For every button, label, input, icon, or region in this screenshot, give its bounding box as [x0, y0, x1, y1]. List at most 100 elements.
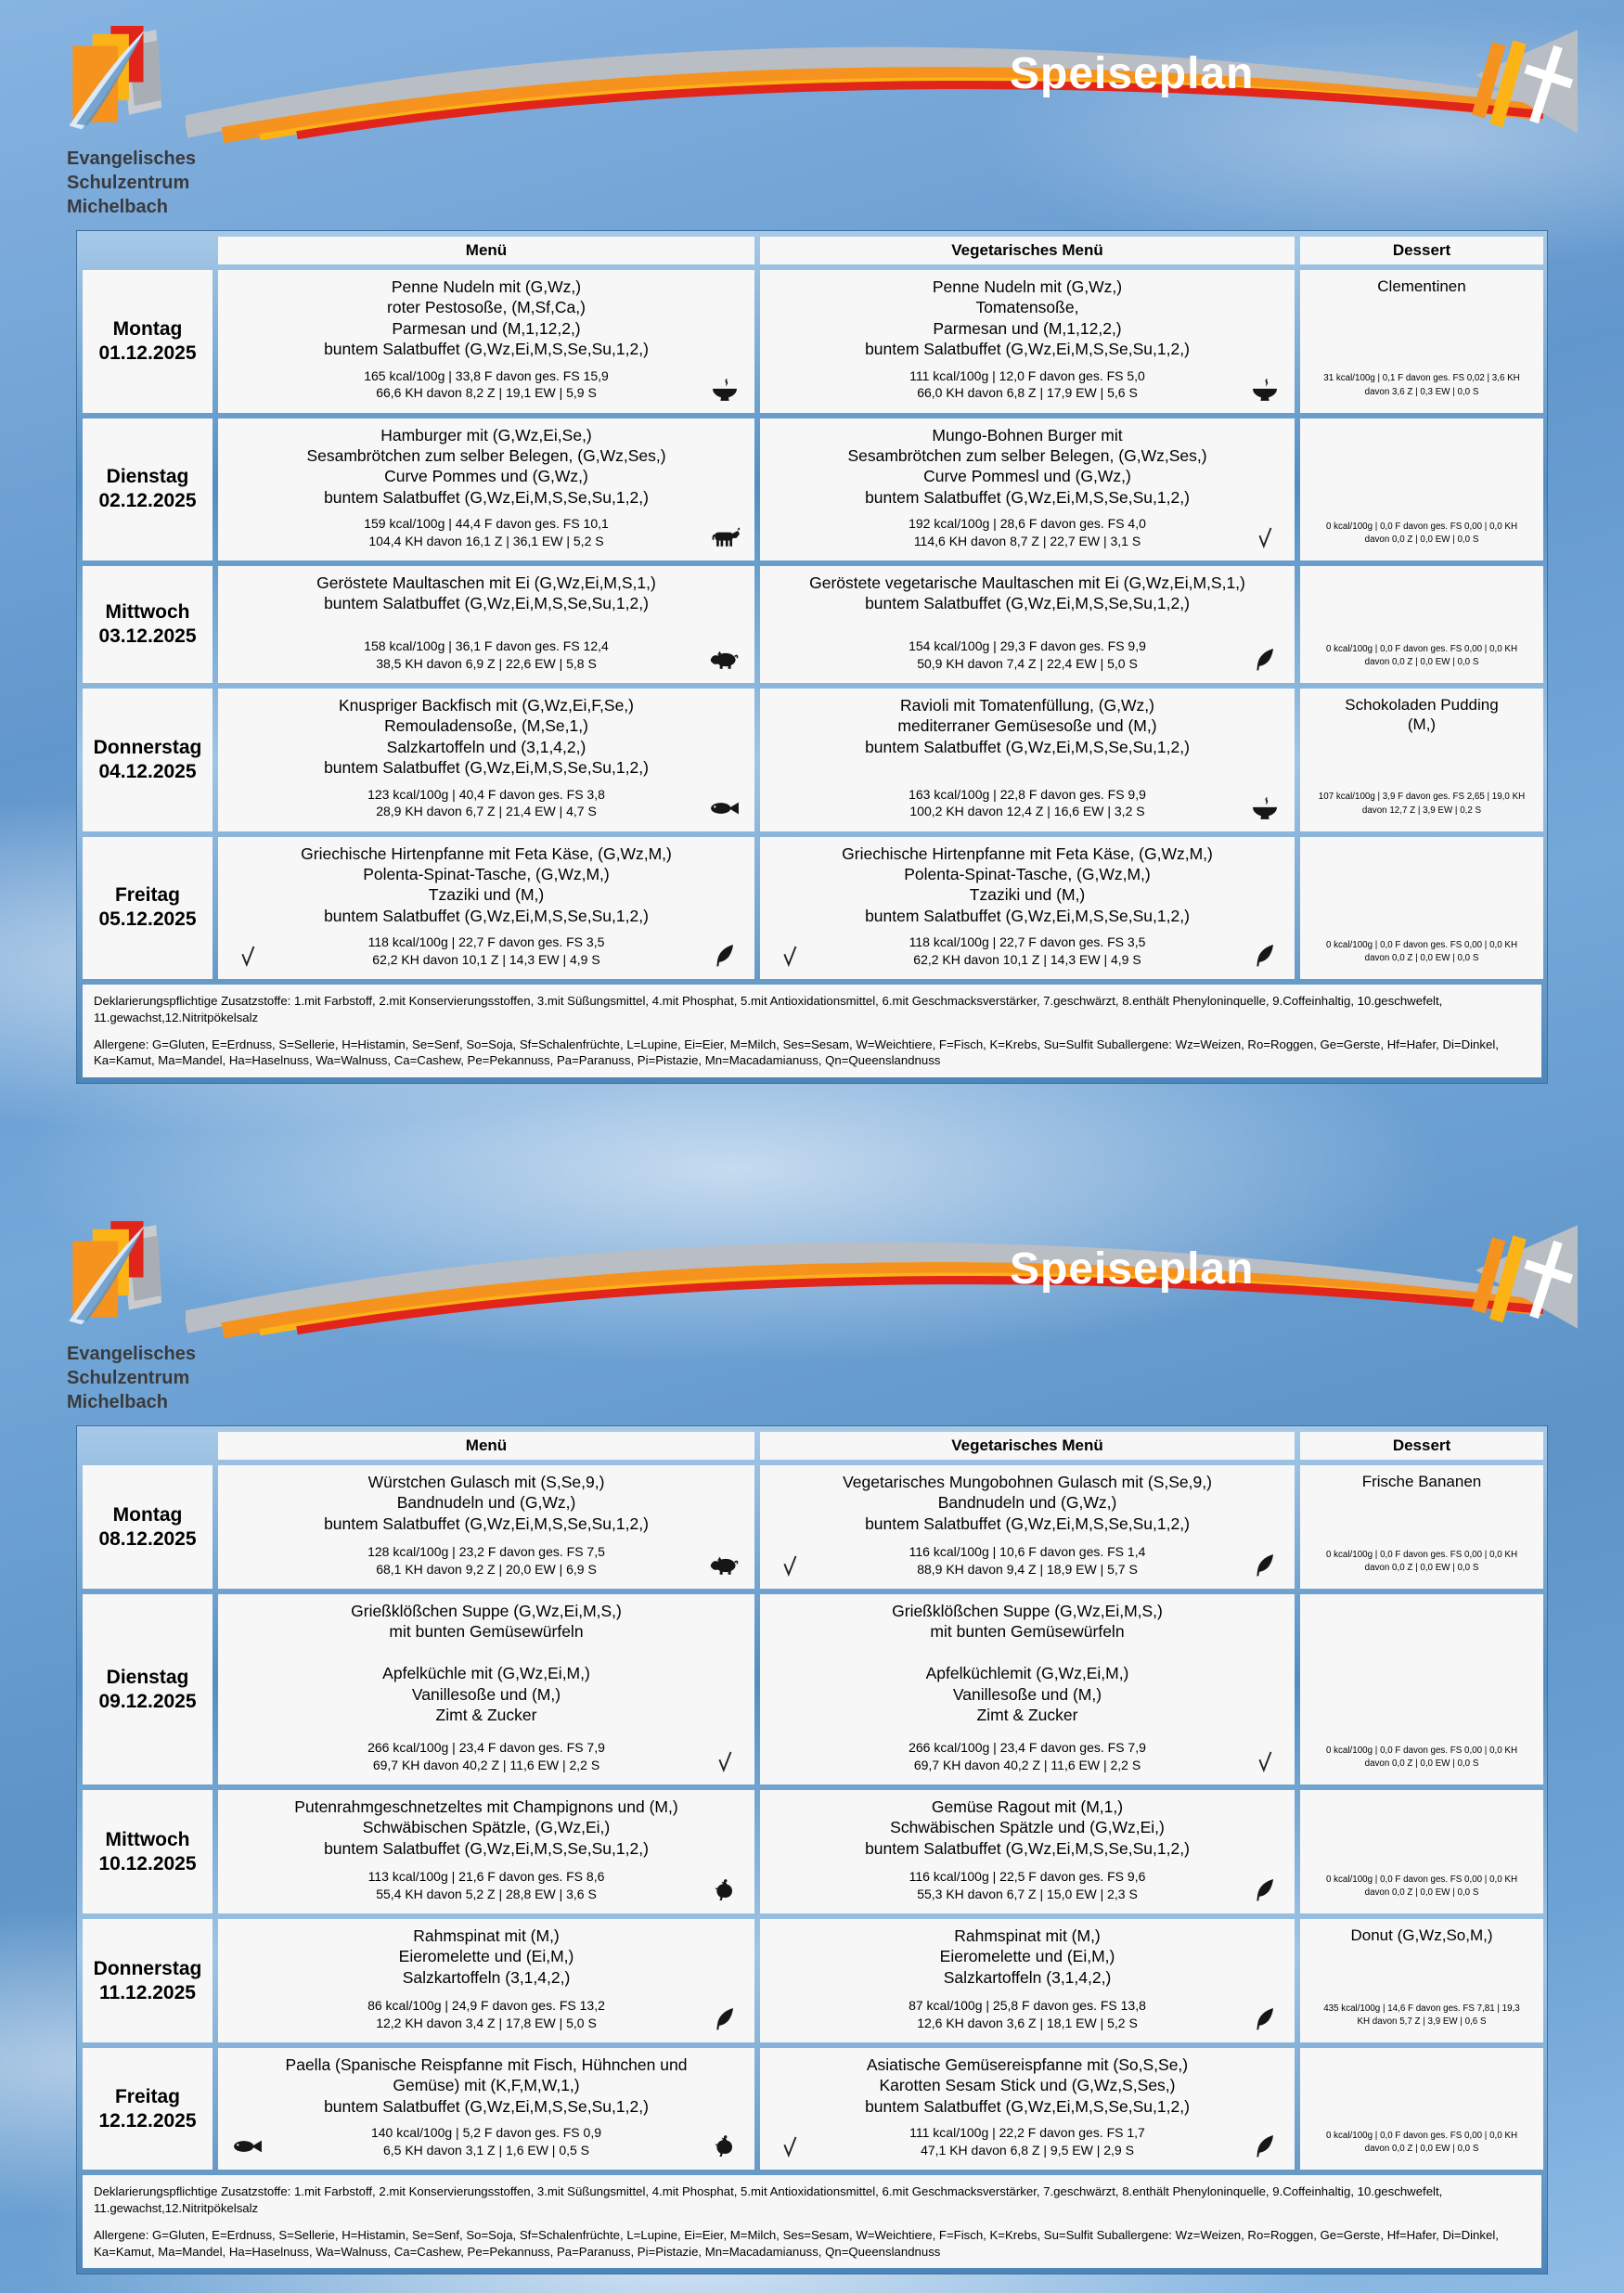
dessert-cell: Donut (G,Wz,So,M,) 435 kcal/100g | 14,6 F… [1300, 1919, 1543, 2042]
poultry-icon [710, 2134, 740, 2158]
cross-icon [1524, 45, 1574, 124]
nutrition-info: 86 kcal/100g | 24,9 F davon ges. FS 13,2… [227, 1990, 745, 2031]
vegetarian-menu-cell: Penne Nudeln mit (G,Wz,) Tomatensoße, Parm… [760, 270, 1295, 413]
dish-line: buntem Salatbuffet (G,Wz,Ei,M,S,Se,Su,1,… [865, 737, 1190, 756]
page-title: Speiseplan [1010, 49, 1255, 98]
menu-cell: Hamburger mit (G,Wz,Ei,Se,) Sesambrötchen… [218, 418, 754, 560]
dish-line: Putenrahmgeschnetzeltes mit Champignons … [294, 1797, 678, 1816]
day-date: 04.12.2025 [98, 760, 197, 782]
dish-line: Eieromelette und (Ei,M,) [939, 1947, 1115, 1966]
menu-table-row: Dienstag 09.12.2025 Grießklößchen Suppe (G… [83, 1594, 1543, 1784]
dish-line: Gemüse Ragout mit (M,1,) [931, 1797, 1124, 1816]
dessert-cell: 0 kcal/100g | 0,0 F davon ges. FS 0,00 |… [1300, 566, 1543, 683]
day-cell: Freitag 05.12.2025 [83, 836, 213, 979]
menu-cell: Penne Nudeln mit (G,Wz,) roter Pestosoße,… [218, 270, 754, 413]
nutrition-line: 163 kcal/100g | 22,8 F davon ges. FS 9,9 [909, 786, 1146, 802]
dish-line: Gemüse) mit (K,F,M,W,1,) [393, 2076, 580, 2095]
menu-table-row: Freitag 12.12.2025 Paella (Spanische Reisp… [83, 2048, 1543, 2171]
dish-line: Bandnudeln und (G,Wz,) [396, 1493, 576, 1513]
dish-line: buntem Salatbuffet (G,Wz,Ei,M,S,Se,Su,1,… [324, 1514, 649, 1533]
menu-cell: Knuspriger Backfisch mit (G,Wz,Ei,F,Se,)… [218, 689, 754, 831]
dish-line [227, 1642, 745, 1663]
dish-line: buntem Salatbuffet (G,Wz,Ei,M,S,Se,Su,1,… [324, 1838, 649, 1858]
dish-line: Remouladensoße, (M,Se,1,) [384, 716, 588, 736]
dish-line: Parmesan und (M,1,12,2,) [933, 318, 1122, 338]
dessert-cell: Schokoladen Pudding (M,) 107 kcal/100g | 3… [1300, 689, 1543, 831]
dish-line: Knuspriger Backfisch mit (G,Wz,Ei,F,Se,) [339, 696, 634, 715]
dish-line [769, 1642, 1285, 1663]
day-cell: Dienstag 09.12.2025 [83, 1594, 213, 1784]
leaf-icon [710, 2007, 740, 2031]
dish-line: Polenta-Spinat-Tasche, (G,Wz,M,) [363, 864, 610, 883]
day-name: Montag [112, 1503, 183, 1526]
dish-line: buntem Salatbuffet (G,Wz,Ei,M,S,Se,Su,1,… [865, 906, 1190, 925]
dish-line: roter Pestosoße, (M,Sf,Ca,) [387, 298, 586, 317]
nutrition-line: 159 kcal/100g | 44,4 F davon ges. FS 10,… [364, 516, 609, 532]
dish-line: buntem Salatbuffet (G,Wz,Ei,M,S,Se,Su,1,… [865, 1838, 1190, 1858]
v-icon [233, 944, 263, 968]
dish-line: Apfelküchlemit (G,Wz,Ei,M,) [925, 1664, 1129, 1683]
dish-line: buntem Salatbuffet (G,Wz,Ei,M,S,Se,Su,1,… [865, 1514, 1190, 1533]
dish-name: Putenrahmgeschnetzeltes mit Champignons … [227, 1797, 745, 1859]
fish-icon [233, 2134, 263, 2158]
menu-cell: Paella (Spanische Reispfanne mit Fisch, … [218, 2048, 754, 2171]
menu-table-row: Montag 08.12.2025 Würstchen Gulasch mit (S… [83, 1465, 1543, 1589]
v-icon [710, 1749, 740, 1773]
dish-line: Griechische Hirtenpfanne mit Feta Käse, … [301, 844, 672, 863]
leaf-icon [1250, 1878, 1280, 1902]
day-name: Freitag [114, 884, 180, 907]
nutrition-line: 154 kcal/100g | 29,3 F davon ges. FS 9,9 [909, 638, 1146, 654]
nutrition-line: 69,7 KH davon 40,2 Z | 11,6 EW | 2,2 S [372, 1757, 600, 1772]
dish-line: mit bunten Gemüsewürfeln [930, 1622, 1125, 1642]
dish-line: Zimt & Zucker [976, 1705, 1078, 1724]
dish-line: buntem Salatbuffet (G,Wz,Ei,M,S,Se,Su,1,… [324, 906, 649, 925]
nutrition-line: 100,2 KH davon 12,4 Z | 16,6 EW | 3,2 S [909, 804, 1145, 819]
nutrition-info: 192 kcal/100g | 28,6 F davon ges. FS 4,0… [769, 508, 1285, 549]
v-icon [1250, 525, 1280, 549]
fish-icon [710, 796, 740, 820]
dish-name: Mungo-Bohnen Burger mit Sesambrötchen zum… [769, 425, 1285, 509]
day-cell: Donnerstag 04.12.2025 [83, 689, 213, 831]
nutrition-line: 266 kcal/100g | 23,4 F davon ges. FS 7,9 [909, 1740, 1146, 1756]
nutrition-line: 128 kcal/100g | 23,2 F davon ges. FS 7,5 [367, 1544, 605, 1560]
dessert-name: Frische Bananen [1362, 1472, 1482, 1491]
nutrition-info: 123 kcal/100g | 40,4 F davon ges. FS 3,8… [227, 779, 745, 820]
nutrition-info: 0 kcal/100g | 0,0 F davon ges. FS 0,00 |… [1325, 939, 1518, 964]
nutrition-info: 116 kcal/100g | 10,6 F davon ges. FS 1,4… [769, 1536, 1285, 1578]
dessert-cell: 0 kcal/100g | 0,0 F davon ges. FS 0,00 |… [1300, 2048, 1543, 2171]
nutrition-line: 69,7 KH davon 40,2 Z | 11,6 EW | 2,2 S [913, 1757, 1141, 1772]
nutrition-info: 113 kcal/100g | 21,6 F davon ges. FS 8,6… [227, 1861, 745, 1902]
day-date: 01.12.2025 [98, 341, 197, 364]
dish-line: mediterraner Gemüsesoße und (M,) [897, 716, 1157, 736]
dessert-cell: Frische Bananen 0 kcal/100g | 0,0 F davon… [1300, 1465, 1543, 1589]
school-name: Evangelisches Schulzentrum Michelbach [67, 1342, 196, 1414]
dish-name: Gemüse Ragout mit (M,1,) Schwäbischen Spä… [769, 1797, 1285, 1859]
nutrition-info: 159 kcal/100g | 44,4 F davon ges. FS 10,… [227, 508, 745, 549]
bowl-icon [710, 378, 740, 402]
menu-cell: Rahmspinat mit (M,) Eieromelette und (Ei,… [218, 1919, 754, 2042]
dish-line: Grießklößchen Suppe (G,Wz,Ei,M,S,) [892, 1602, 1163, 1620]
nutrition-line: 66,0 KH davon 6,8 Z | 17,9 EW | 5,6 S [917, 385, 1138, 401]
dish-name: Paella (Spanische Reispfanne mit Fisch, … [227, 2055, 745, 2117]
additives-legend: Deklarierungspflichtige Zusatzstoffe: 1.… [94, 2184, 1443, 2215]
bowl-icon [1250, 796, 1280, 820]
nutrition-line: 12,6 KH davon 3,6 Z | 18,1 EW | 5,2 S [917, 2015, 1138, 2030]
dish-line: Grießklößchen Suppe (G,Wz,Ei,M,S,) [351, 1602, 622, 1620]
dessert-line: Clementinen [1377, 277, 1466, 295]
menu-table-header: Menü Vegetarisches Menü Dessert [83, 237, 1543, 264]
dish-line: buntem Salatbuffet (G,Wz,Ei,M,S,Se,Su,1,… [324, 594, 649, 613]
nutrition-info: 158 kcal/100g | 36,1 F davon ges. FS 12,… [227, 630, 745, 672]
cross-icon [1524, 1240, 1574, 1320]
menu-table-row: Donnerstag 11.12.2025 Rahmspinat mit (M,) E… [83, 1919, 1543, 2042]
header-spacer [83, 1432, 213, 1460]
dish-name: Penne Nudeln mit (G,Wz,) Tomatensoße, Parm… [769, 277, 1285, 360]
dish-line: buntem Salatbuffet (G,Wz,Ei,M,S,Se,Su,1,… [865, 340, 1190, 359]
dish-line: Griechische Hirtenpfanne mit Feta Käse, … [842, 844, 1213, 863]
day-date: 03.12.2025 [98, 625, 197, 647]
menu-cell: Putenrahmgeschnetzeltes mit Champignons … [218, 1790, 754, 1913]
dish-line: Penne Nudeln mit (G,Wz,) [391, 277, 582, 296]
menu-table-row: Mittwoch 10.12.2025 Putenrahmgeschnetzelte… [83, 1790, 1543, 1913]
column-header-menu: Menü [218, 1432, 754, 1460]
vegetarian-menu-cell: Vegetarisches Mungobohnen Gulasch mit (S… [760, 1465, 1295, 1589]
dish-line: Sesambrötchen zum selber Belegen, (G,Wz,… [306, 445, 666, 465]
